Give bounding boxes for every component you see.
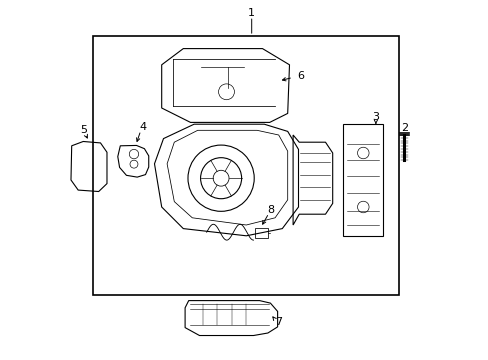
Bar (93, 36, 399, 295)
Text: 4: 4 (139, 122, 146, 132)
Text: 2: 2 (400, 123, 407, 133)
Text: 6: 6 (296, 71, 303, 81)
Bar (254, 228, 268, 238)
Text: 7: 7 (274, 317, 281, 327)
Text: 1: 1 (248, 8, 255, 18)
Text: 3: 3 (372, 112, 379, 122)
Text: 5: 5 (80, 125, 86, 135)
Text: 8: 8 (266, 204, 273, 215)
